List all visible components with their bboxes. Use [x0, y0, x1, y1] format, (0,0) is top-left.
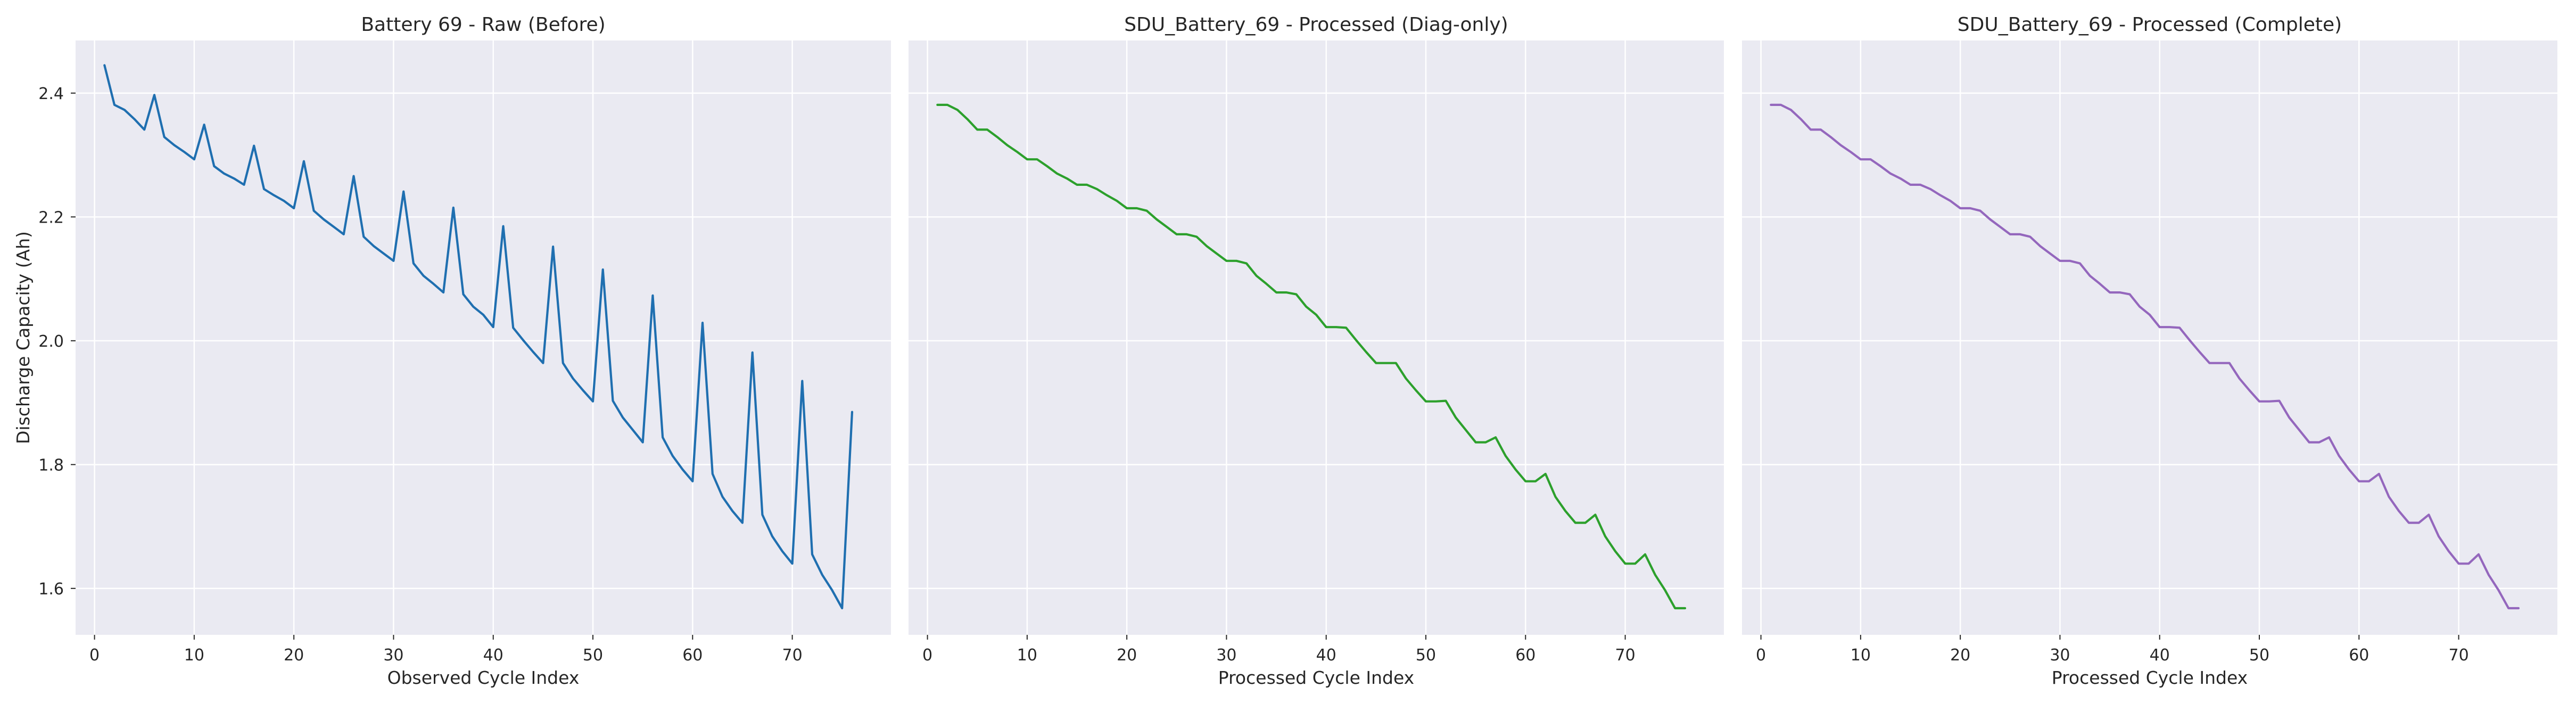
x-axis-label: Processed Cycle Index — [2052, 667, 2248, 688]
plot-area — [1742, 40, 2557, 635]
x-tick-label: 20 — [1117, 646, 1137, 665]
x-tick-label: 50 — [1416, 646, 1436, 665]
plot-area — [909, 40, 1724, 635]
x-tick-label: 30 — [2050, 646, 2070, 665]
x-tick-label: 10 — [184, 646, 204, 665]
x-axis-label: Processed Cycle Index — [1218, 667, 1414, 688]
panel-title: SDU_Battery_69 - Processed (Diag-only) — [1124, 14, 1508, 36]
y-tick-label: 1.6 — [38, 580, 64, 599]
chart-panel-3: 0 10 20 30 40 50 60 70 SDU_Battery_69 - Processe… — [1742, 14, 2557, 688]
y-tick-label: 2.0 — [38, 332, 64, 351]
x-tick-label: 30 — [1216, 646, 1236, 665]
y-tick-label: 2.4 — [38, 85, 64, 103]
x-axis-label: Observed Cycle Index — [387, 667, 580, 688]
x-tick-label: 40 — [1316, 646, 1336, 665]
panel-title: Battery 69 - Raw (Before) — [361, 14, 605, 36]
x-tick-label: 20 — [1950, 646, 1970, 665]
x-tick-label: 20 — [284, 646, 304, 665]
x-tick-label: 60 — [682, 646, 703, 665]
x-tick-label: 70 — [2448, 646, 2468, 665]
x-tick-label: 0 — [89, 646, 100, 665]
x-tick-label: 50 — [583, 646, 603, 665]
series-line-1 — [103, 64, 854, 610]
x-tick-label: 10 — [1017, 646, 1037, 665]
x-tick-label: 0 — [922, 646, 932, 665]
y-axis-label: Discharge Capacity (Ah) — [13, 231, 34, 444]
x-tick-label: 50 — [2249, 646, 2269, 665]
plot-area — [76, 40, 891, 635]
y-tick-label: 1.8 — [38, 456, 64, 475]
x-tick-label: 40 — [2150, 646, 2170, 665]
chart-panel-2: 0 10 20 30 40 50 60 70 SDU_Battery_69 - Processe… — [909, 14, 1724, 688]
x-tick-label: 70 — [1615, 646, 1635, 665]
x-tick-label: 10 — [1851, 646, 1871, 665]
panel-title: SDU_Battery_69 - Processed (Complete) — [1958, 14, 2342, 36]
x-tick-label: 70 — [782, 646, 802, 665]
series-line-1 — [1770, 103, 2520, 610]
x-tick-label: 60 — [2349, 646, 2369, 665]
x-tick-label: 60 — [1515, 646, 1535, 665]
x-tick-label: 0 — [1756, 646, 1766, 665]
y-tick-label: 2.2 — [38, 208, 64, 227]
chart-panel-1: 0 10 20 30 40 50 60 70 1.6 1.8 2.0 2.2 2.4 Battery 69… — [13, 14, 891, 688]
series-line-1 — [936, 103, 1687, 610]
x-tick-label: 40 — [483, 646, 503, 665]
x-tick-label: 30 — [383, 646, 403, 665]
